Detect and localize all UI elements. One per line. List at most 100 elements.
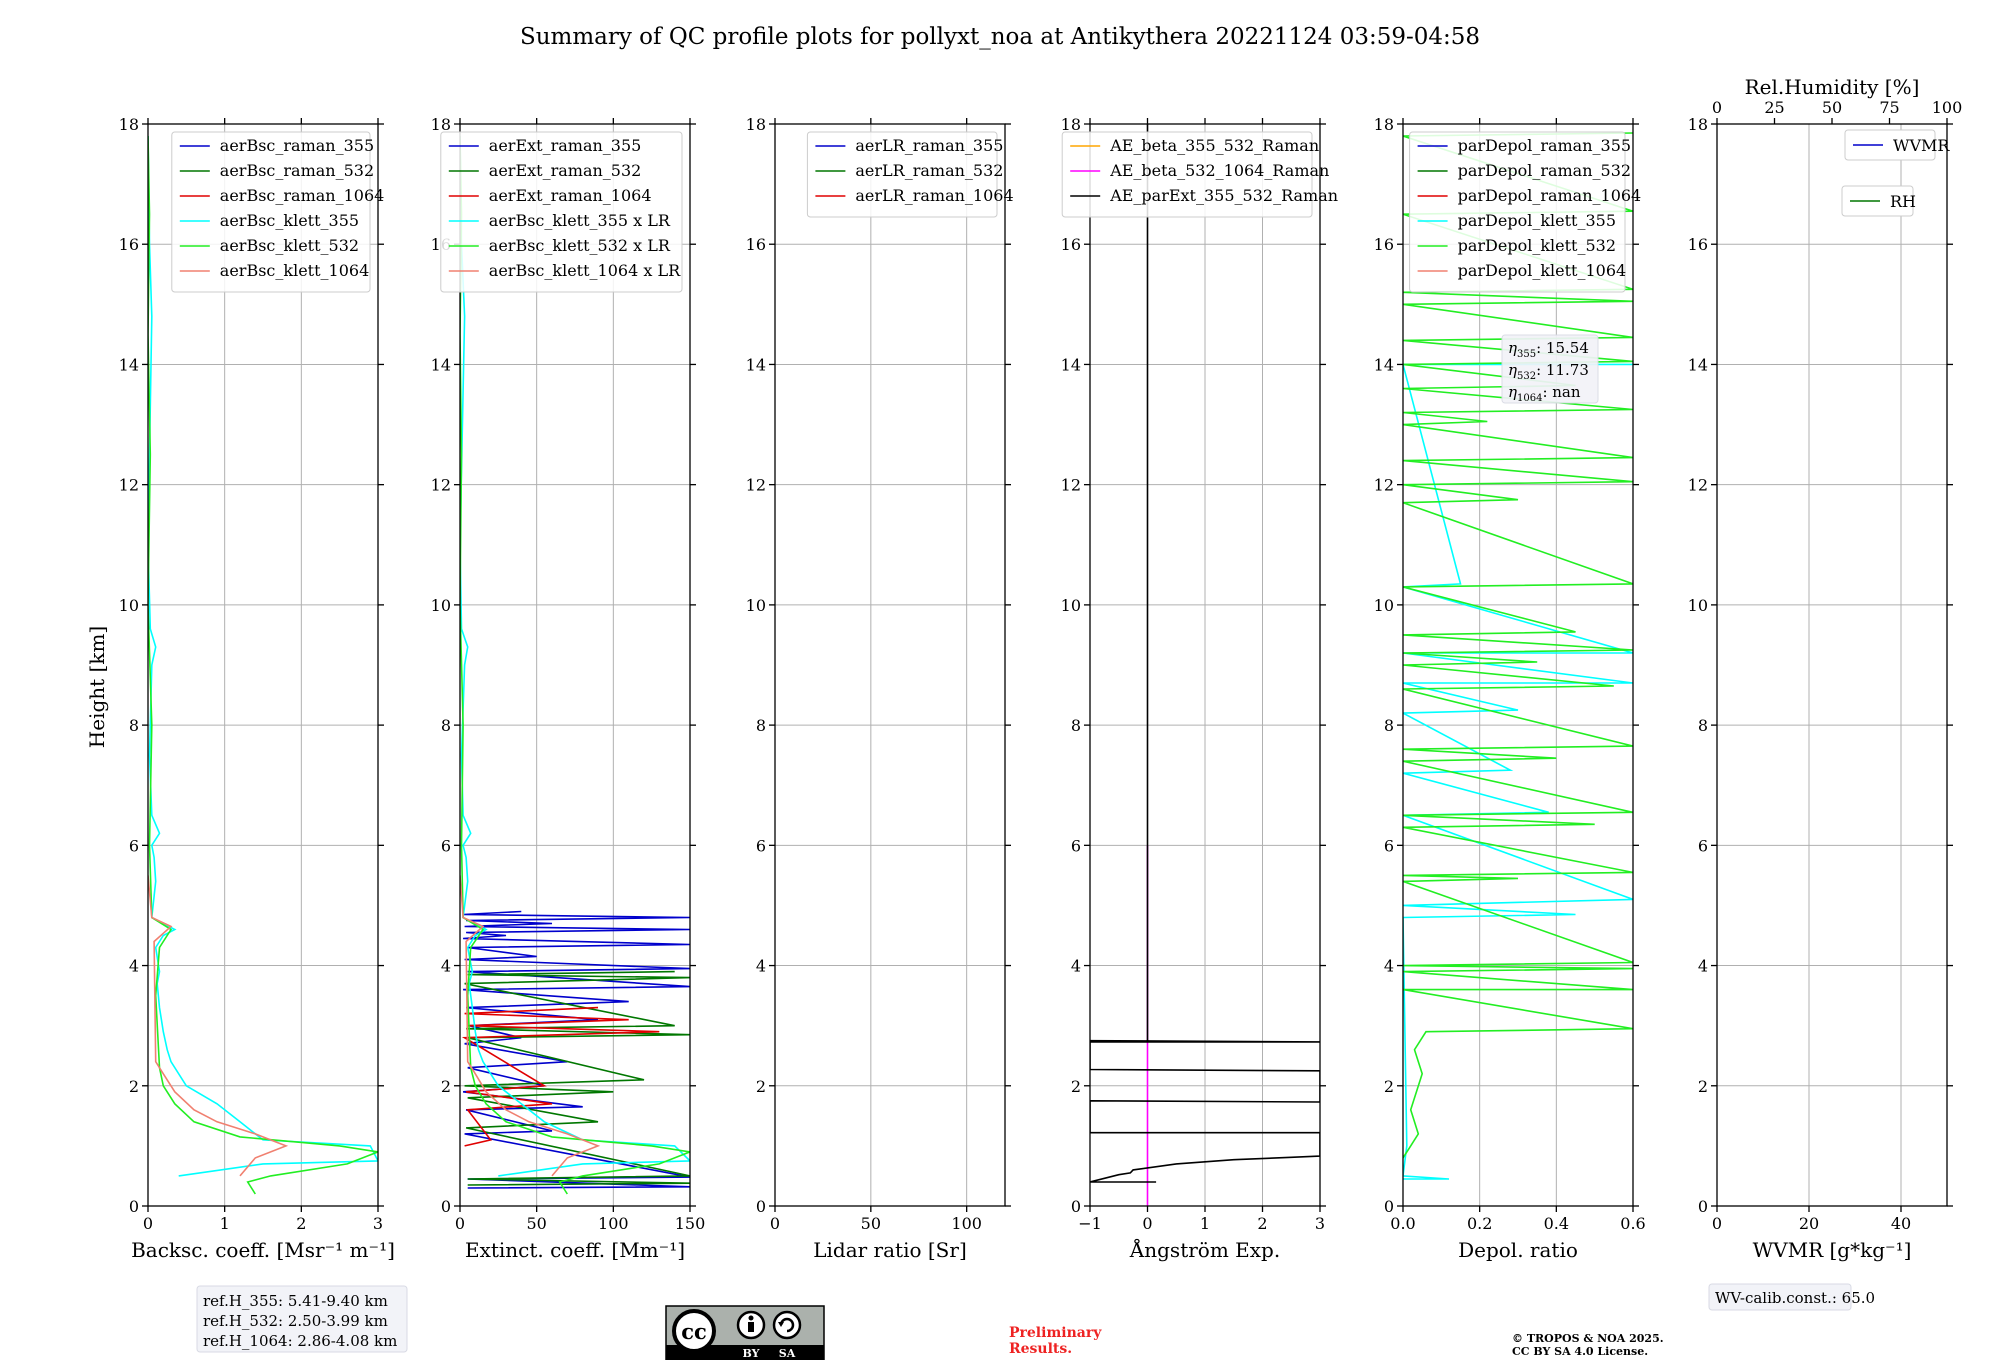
- series-line-aerbsc-klett-1064-x-lr: [460, 875, 601, 1177]
- x-tick-label: 0.6: [1620, 1214, 1645, 1233]
- x-tick-label: −1: [1078, 1214, 1102, 1233]
- legend-box: [806, 131, 998, 218]
- x-axis-label: Depol. ratio: [1458, 1238, 1578, 1262]
- x-tick-label: 2: [296, 1214, 306, 1233]
- top-x-tick-label: 50: [1822, 98, 1842, 117]
- y-tick-label: 0: [1071, 1197, 1081, 1216]
- y-tick-label: 6: [441, 836, 451, 855]
- axes-frame: [1402, 123, 1634, 1207]
- eta-1064-label: η: [1508, 383, 1517, 401]
- y-tick-label: 12: [1374, 476, 1394, 495]
- legend-entry: aerLR_raman_1064: [855, 186, 1013, 205]
- panel-3: 0 2 4 6 8 10 12 14 16 18 0 50 100 Lidar ratio [Sr] aer…: [746, 115, 1014, 1262]
- legend-entry: aerBsc_raman_1064: [220, 186, 385, 205]
- legend-entry: aerLR_raman_532: [855, 161, 1003, 180]
- legend-entry: aerBsc_raman_532: [220, 161, 374, 180]
- x-tick-label: 0.2: [1467, 1214, 1492, 1233]
- y-tick-label: 10: [119, 596, 139, 615]
- x-tick-label: 40: [1891, 1214, 1911, 1233]
- eta-532-value: : 11.73: [1536, 361, 1589, 379]
- ref-height-box: ref.H_355: 5.41-9.40 km ref.H_532: 2.50-…: [196, 1285, 408, 1353]
- eta-1064-value: : nan: [1542, 383, 1580, 401]
- legend-entry: aerLR_raman_355: [855, 136, 1003, 155]
- eta-355-label: η: [1508, 339, 1517, 357]
- preliminary-line-2: Results.: [1009, 1341, 1072, 1357]
- legend-entry: WVMR: [1893, 136, 1950, 155]
- y-tick-label: 0: [441, 1197, 451, 1216]
- eta-532-label: η: [1508, 361, 1517, 379]
- y-axis-label: Height [km]: [85, 626, 109, 748]
- legend-entry: aerBsc_klett_355: [220, 211, 359, 230]
- x-axis-label: Lidar ratio [Sr]: [813, 1238, 967, 1262]
- y-tick-label: 12: [1061, 476, 1081, 495]
- series-line-aerbsc-klett-1064: [148, 875, 289, 1177]
- y-tick-label: 8: [441, 716, 451, 735]
- legend-box: [440, 131, 683, 293]
- y-tick-label: 10: [431, 596, 451, 615]
- y-tick-label: 14: [119, 355, 139, 374]
- series-line-pardepol-klett-355: [1403, 363, 1633, 1180]
- legend-box: [171, 131, 371, 293]
- legend-entry: aerExt_raman_1064: [489, 186, 652, 205]
- legend-entry: aerBsc_klett_1064 x LR: [489, 261, 681, 280]
- y-tick-label: 16: [746, 235, 766, 254]
- legend-entry: aerExt_raman_532: [489, 161, 642, 180]
- x-axis-label: Backsc. coeff. [Msr⁻¹ m⁻¹]: [131, 1238, 395, 1262]
- y-tick-label: 0: [1698, 1197, 1708, 1216]
- x-tick-label: 0: [770, 1214, 780, 1233]
- legend-entry: parDepol_klett_355: [1458, 211, 1616, 230]
- y-tick-label: 18: [746, 115, 766, 134]
- y-tick-label: 10: [746, 596, 766, 615]
- y-tick-label: 18: [431, 115, 451, 134]
- x-tick-label: 2: [1257, 1214, 1267, 1233]
- y-tick-label: 6: [756, 836, 766, 855]
- axes-frame: [459, 123, 691, 1207]
- y-tick-label: 18: [1688, 115, 1708, 134]
- y-tick-label: 2: [1384, 1077, 1394, 1096]
- legend-entry: aerBsc_klett_532 x LR: [489, 236, 671, 255]
- legend-entry: parDepol_klett_1064: [1458, 261, 1627, 280]
- eta-355-value: : 15.54: [1536, 339, 1589, 357]
- top-x-tick-label: 100: [1932, 98, 1963, 117]
- y-tick-label: 14: [1061, 355, 1081, 374]
- y-tick-label: 2: [1698, 1077, 1708, 1096]
- y-tick-label: 2: [1071, 1077, 1081, 1096]
- legend-entry: parDepol_raman_1064: [1458, 186, 1642, 205]
- y-tick-label: 14: [1374, 355, 1394, 374]
- y-tick-label: 10: [1061, 596, 1081, 615]
- ref-height-355: ref.H_355: 5.41-9.40 km: [203, 1292, 388, 1310]
- y-tick-label: 18: [1061, 115, 1081, 134]
- x-tick-label: 50: [526, 1214, 546, 1233]
- series-line-aerbsc-klett-355-x-lr: [460, 135, 690, 1177]
- x-tick-label: 1: [220, 1214, 230, 1233]
- x-axis-label: WVMR [g*kg⁻¹]: [1753, 1238, 1912, 1262]
- legend-entry: RH: [1890, 192, 1916, 211]
- y-tick-label: 4: [1384, 957, 1394, 976]
- series-line-aerext-raman-532: [464, 970, 690, 1186]
- y-tick-label: 4: [441, 957, 451, 976]
- x-tick-label: 0: [1142, 1214, 1152, 1233]
- y-tick-label: 12: [119, 476, 139, 495]
- y-tick-label: 4: [756, 957, 766, 976]
- y-tick-label: 18: [1374, 115, 1394, 134]
- y-tick-label: 12: [431, 476, 451, 495]
- y-tick-label: 4: [1698, 957, 1708, 976]
- axes-frame: [1716, 123, 1948, 1207]
- y-tick-label: 12: [746, 476, 766, 495]
- legend-entry: AE_beta_355_532_Raman: [1109, 136, 1319, 155]
- top-x-tick-label: 0: [1712, 98, 1722, 117]
- x-tick-label: 150: [675, 1214, 706, 1233]
- y-tick-label: 10: [1374, 596, 1394, 615]
- top-x-axis-label: Rel.Humidity [%]: [1745, 75, 1920, 99]
- y-tick-label: 10: [1688, 596, 1708, 615]
- eta-1064-sub: 1064: [1517, 393, 1542, 404]
- x-tick-label: 0.0: [1390, 1214, 1415, 1233]
- x-tick-label: 1: [1200, 1214, 1210, 1233]
- y-tick-label: 6: [1071, 836, 1081, 855]
- y-tick-label: 14: [1688, 355, 1708, 374]
- panel-5: 0 2 4 6 8 10 12 14 16 18 0.0 0.2 0.4 0.6 Depol. ratio p…: [1374, 115, 1646, 1262]
- legend-entry: aerBsc_raman_355: [220, 136, 374, 155]
- series-line-aerext-raman-355: [463, 910, 690, 1189]
